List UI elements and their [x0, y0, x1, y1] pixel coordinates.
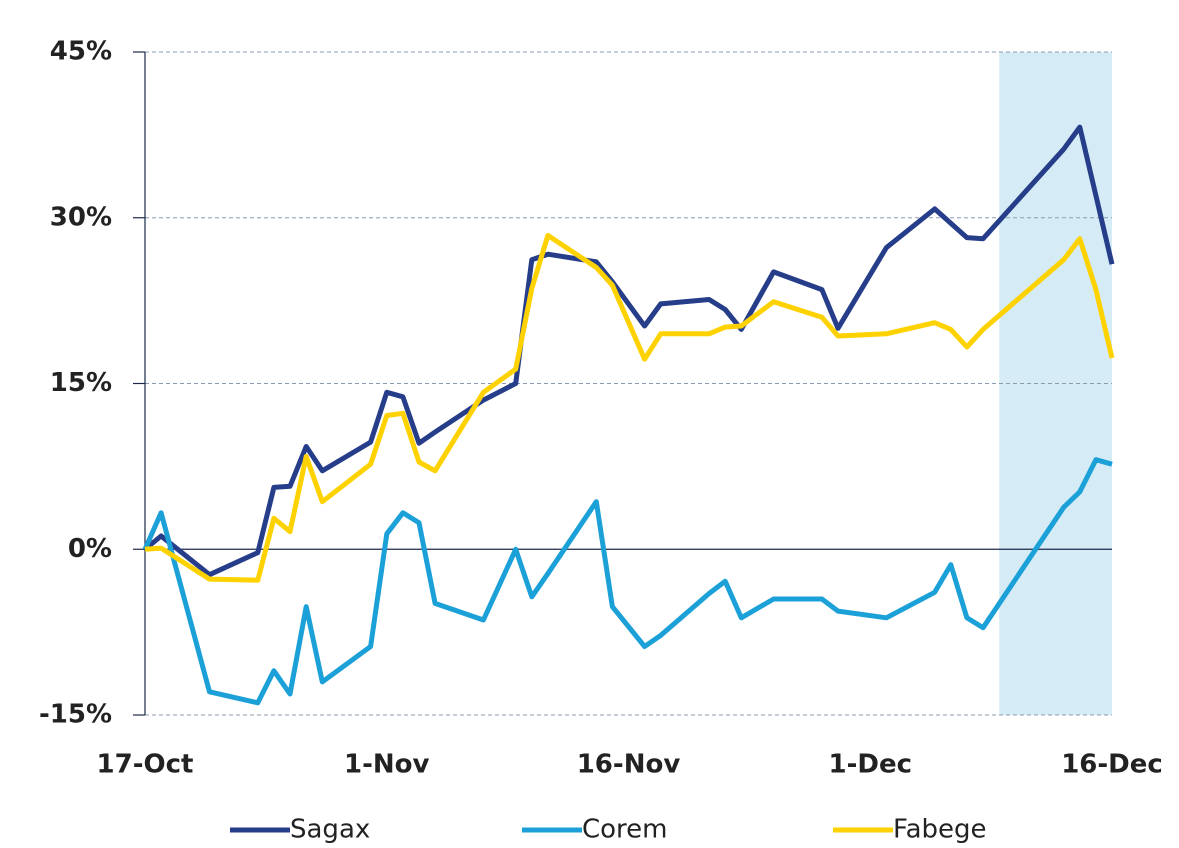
y-tick-label: 15% — [50, 368, 112, 398]
x-tick-label: 17-Oct — [97, 750, 194, 780]
series-line — [144, 232, 1115, 583]
legend-label: Fabege — [893, 815, 987, 845]
y-tick-label: 45% — [50, 37, 112, 67]
series-line — [142, 457, 1113, 706]
y-tick-label: 30% — [50, 202, 112, 232]
legend-label: Sagax — [290, 815, 370, 845]
y-tick-label: -15% — [39, 700, 112, 730]
series-line — [143, 124, 1115, 578]
x-tick-label: 1-Dec — [828, 750, 912, 780]
y-tick-label: 0% — [68, 534, 112, 564]
legend-label: Corem — [582, 815, 668, 845]
x-tick-label: 16-Dec — [1061, 750, 1163, 780]
x-tick-label: 16-Nov — [577, 750, 681, 780]
x-tick-label: 1-Nov — [344, 750, 430, 780]
